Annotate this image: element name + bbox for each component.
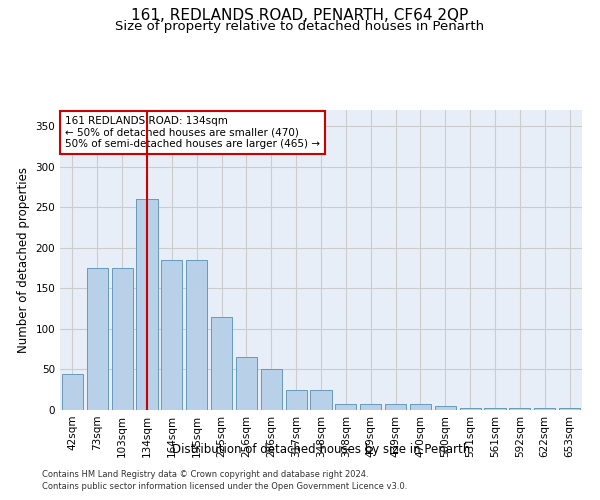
Bar xyxy=(136,199,158,410)
Bar xyxy=(534,408,555,410)
Text: Distribution of detached houses by size in Penarth: Distribution of detached houses by size … xyxy=(172,442,470,456)
Text: Size of property relative to detached houses in Penarth: Size of property relative to detached ho… xyxy=(115,20,485,33)
Bar xyxy=(335,404,356,410)
Bar xyxy=(410,404,431,410)
Text: Contains HM Land Registry data © Crown copyright and database right 2024.: Contains HM Land Registry data © Crown c… xyxy=(42,470,368,479)
Bar xyxy=(385,404,406,410)
Bar xyxy=(211,317,232,410)
Bar xyxy=(161,260,182,410)
Bar xyxy=(261,370,282,410)
Text: Contains public sector information licensed under the Open Government Licence v3: Contains public sector information licen… xyxy=(42,482,407,491)
Bar xyxy=(112,268,133,410)
Bar xyxy=(360,404,381,410)
Y-axis label: Number of detached properties: Number of detached properties xyxy=(17,167,30,353)
Bar xyxy=(435,406,456,410)
Text: 161, REDLANDS ROAD, PENARTH, CF64 2QP: 161, REDLANDS ROAD, PENARTH, CF64 2QP xyxy=(131,8,469,22)
Bar xyxy=(62,374,83,410)
Bar xyxy=(509,408,530,410)
Bar xyxy=(236,358,257,410)
Bar xyxy=(310,390,332,410)
Bar xyxy=(484,408,506,410)
Bar xyxy=(186,260,207,410)
Bar xyxy=(559,408,580,410)
Bar xyxy=(286,390,307,410)
Text: 161 REDLANDS ROAD: 134sqm
← 50% of detached houses are smaller (470)
50% of semi: 161 REDLANDS ROAD: 134sqm ← 50% of detac… xyxy=(65,116,320,149)
Bar xyxy=(87,268,108,410)
Bar xyxy=(460,408,481,410)
